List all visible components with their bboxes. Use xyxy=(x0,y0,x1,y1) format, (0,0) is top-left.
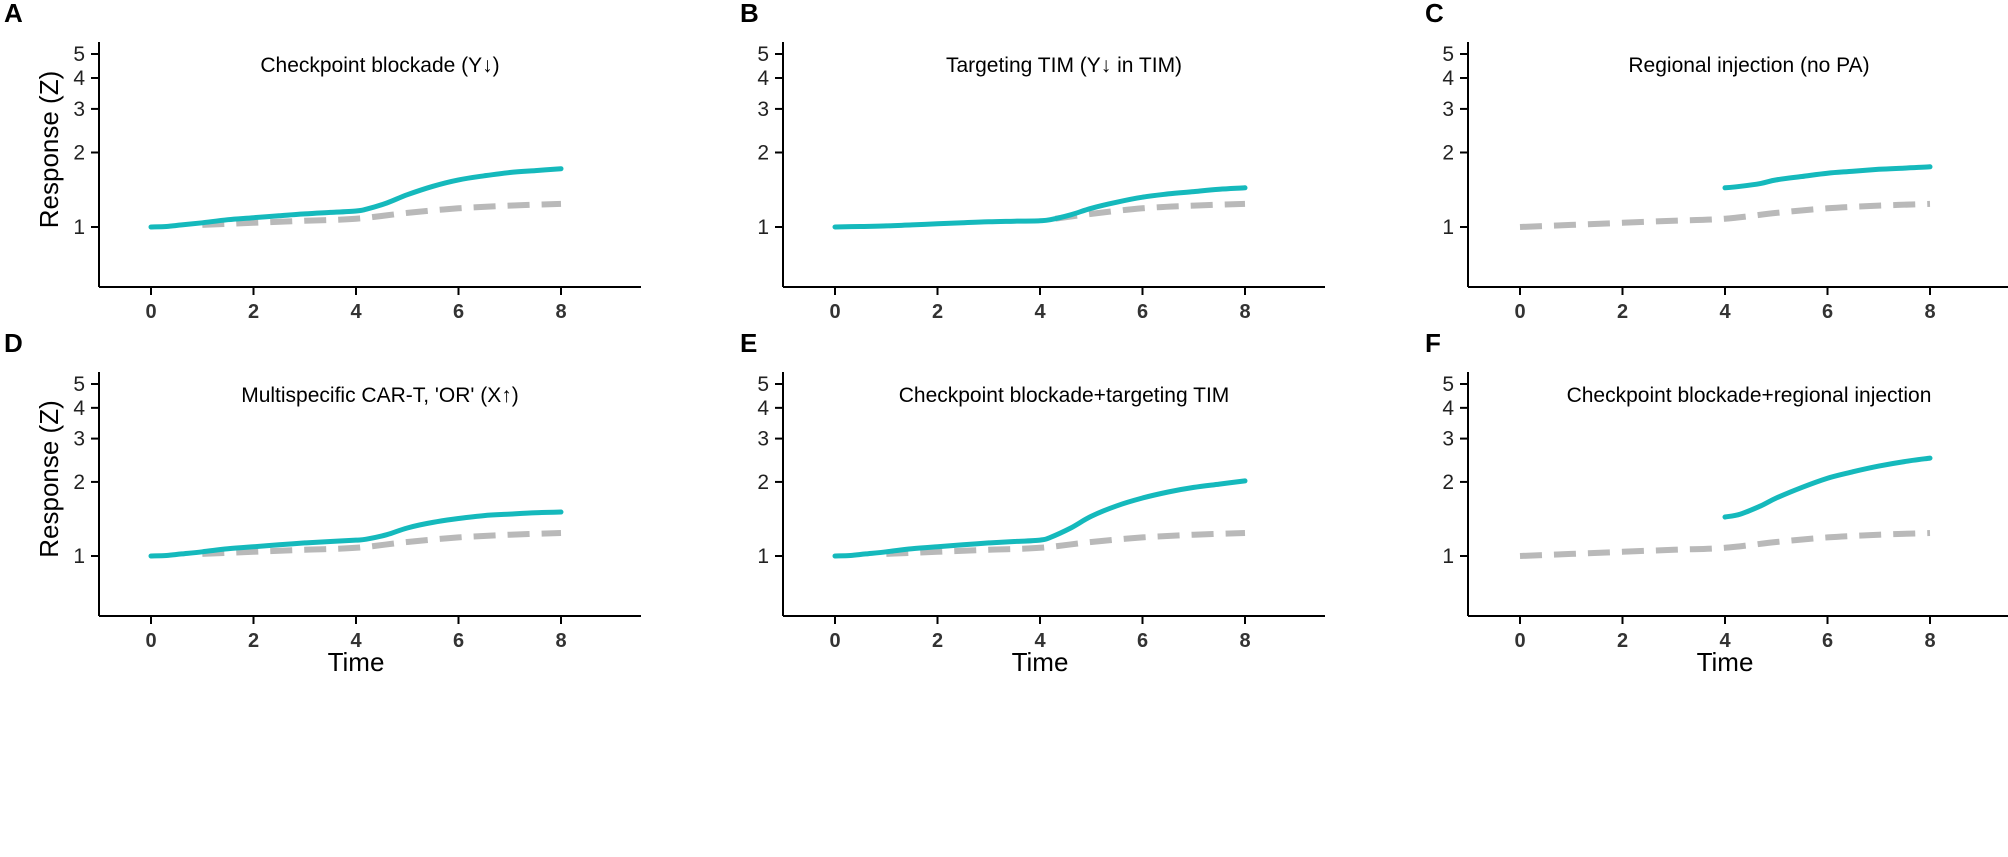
x-tick-label: 8 xyxy=(1239,630,1250,652)
x-tick-label: 6 xyxy=(1822,301,1833,323)
x-tick-label: 8 xyxy=(555,630,566,652)
x-tick-label: 0 xyxy=(1514,630,1525,652)
y-tick-label: 3 xyxy=(1442,98,1454,121)
x-tick-label: 0 xyxy=(145,301,156,323)
y-tick-label: 4 xyxy=(757,397,769,420)
y-tick-label: 3 xyxy=(73,98,85,121)
x-tick-label: 2 xyxy=(1617,630,1628,652)
y-tick-label: 3 xyxy=(757,428,769,451)
y-tick-label: 5 xyxy=(757,43,769,66)
x-tick-label: 0 xyxy=(829,301,840,323)
treatment-series-line xyxy=(832,185,1248,230)
y-tick-label: 4 xyxy=(1442,397,1454,420)
x-tick-label: 4 xyxy=(1719,301,1731,323)
y-tick-label: 5 xyxy=(73,373,85,396)
y-tick-label: 2 xyxy=(757,471,769,494)
panel-letter: A xyxy=(4,0,23,28)
x-tick-label: 4 xyxy=(1034,630,1046,652)
panel-title: Regional injection (no PA) xyxy=(1628,54,1869,77)
x-axis-title: Time xyxy=(1012,647,1069,677)
y-axis-title: Response (Z) xyxy=(34,71,64,229)
y-tick-label: 5 xyxy=(73,43,85,66)
y-tick-label: 4 xyxy=(73,397,85,420)
y-tick-label: 3 xyxy=(1442,428,1454,451)
panel-letter: F xyxy=(1425,328,1441,358)
panel-letter: B xyxy=(740,0,759,28)
treatment-series-line xyxy=(1722,164,1933,191)
panel-letter: E xyxy=(740,328,757,358)
x-tick-label: 2 xyxy=(932,630,943,652)
x-tick-label: 0 xyxy=(829,630,840,652)
x-tick-label: 6 xyxy=(453,630,464,652)
y-tick-label: 1 xyxy=(1442,545,1454,568)
y-tick-label: 5 xyxy=(1442,373,1454,396)
y-tick-label: 5 xyxy=(757,373,769,396)
x-tick-label: 8 xyxy=(1239,301,1250,323)
y-tick-label: 1 xyxy=(73,216,85,239)
x-tick-label: 8 xyxy=(1924,630,1935,652)
y-tick-label: 1 xyxy=(757,216,769,239)
y-tick-label: 2 xyxy=(73,471,85,494)
control-series-line xyxy=(1519,530,1931,559)
x-tick-label: 8 xyxy=(555,301,566,323)
panel-title: Checkpoint blockade+targeting TIM xyxy=(899,384,1230,407)
y-tick-label: 3 xyxy=(73,428,85,451)
panel-title: Multispecific CAR-T, 'OR' (X↑) xyxy=(241,384,519,407)
x-tick-label: 0 xyxy=(1514,301,1525,323)
y-tick-label: 1 xyxy=(73,545,85,568)
x-tick-label: 6 xyxy=(1137,630,1148,652)
y-tick-label: 2 xyxy=(1442,141,1454,164)
panel-letter: C xyxy=(1425,0,1444,28)
x-axis-title: Time xyxy=(1697,647,1754,677)
x-tick-label: 4 xyxy=(350,630,362,652)
panel-title: Checkpoint blockade (Y↓) xyxy=(260,54,499,77)
treatment-series-line xyxy=(148,166,564,230)
panel-title: Targeting TIM (Y↓ in TIM) xyxy=(946,54,1182,77)
treatment-series-line xyxy=(1722,455,1933,520)
x-tick-label: 2 xyxy=(248,630,259,652)
x-axis-title: Time xyxy=(328,647,385,677)
x-tick-label: 6 xyxy=(1822,630,1833,652)
x-tick-label: 2 xyxy=(932,301,943,323)
y-tick-label: 4 xyxy=(73,67,85,90)
y-tick-label: 2 xyxy=(1442,471,1454,494)
control-series-line xyxy=(886,530,1246,557)
x-tick-label: 0 xyxy=(145,630,156,652)
x-tick-label: 2 xyxy=(1617,301,1628,323)
y-tick-label: 4 xyxy=(1442,67,1454,90)
y-tick-label: 1 xyxy=(1442,216,1454,239)
y-tick-label: 3 xyxy=(757,98,769,121)
y-tick-label: 4 xyxy=(757,67,769,90)
y-tick-label: 2 xyxy=(757,141,769,164)
x-tick-label: 2 xyxy=(248,301,259,323)
x-tick-label: 4 xyxy=(1034,301,1046,323)
treatment-series-line xyxy=(832,478,1248,559)
y-tick-label: 1 xyxy=(757,545,769,568)
panel-f: F Checkpoint blockade+regional injection 1… xyxy=(1425,328,2008,677)
control-series-line xyxy=(202,530,562,557)
panel-letter: D xyxy=(4,328,23,358)
control-series-line xyxy=(202,200,562,228)
control-series-line xyxy=(1055,200,1246,222)
y-tick-label: 5 xyxy=(1442,43,1454,66)
x-tick-label: 8 xyxy=(1924,301,1935,323)
x-tick-label: 4 xyxy=(350,301,362,323)
panel-title: Checkpoint blockade+regional injection xyxy=(1567,384,1932,407)
x-tick-label: 6 xyxy=(453,301,464,323)
x-tick-label: 6 xyxy=(1137,301,1148,323)
y-axis-title: Response (Z) xyxy=(34,400,64,558)
x-tick-label: 4 xyxy=(1719,630,1731,652)
control-series-line xyxy=(1519,200,1931,230)
y-tick-label: 2 xyxy=(73,141,85,164)
treatment-series-line xyxy=(148,509,564,559)
